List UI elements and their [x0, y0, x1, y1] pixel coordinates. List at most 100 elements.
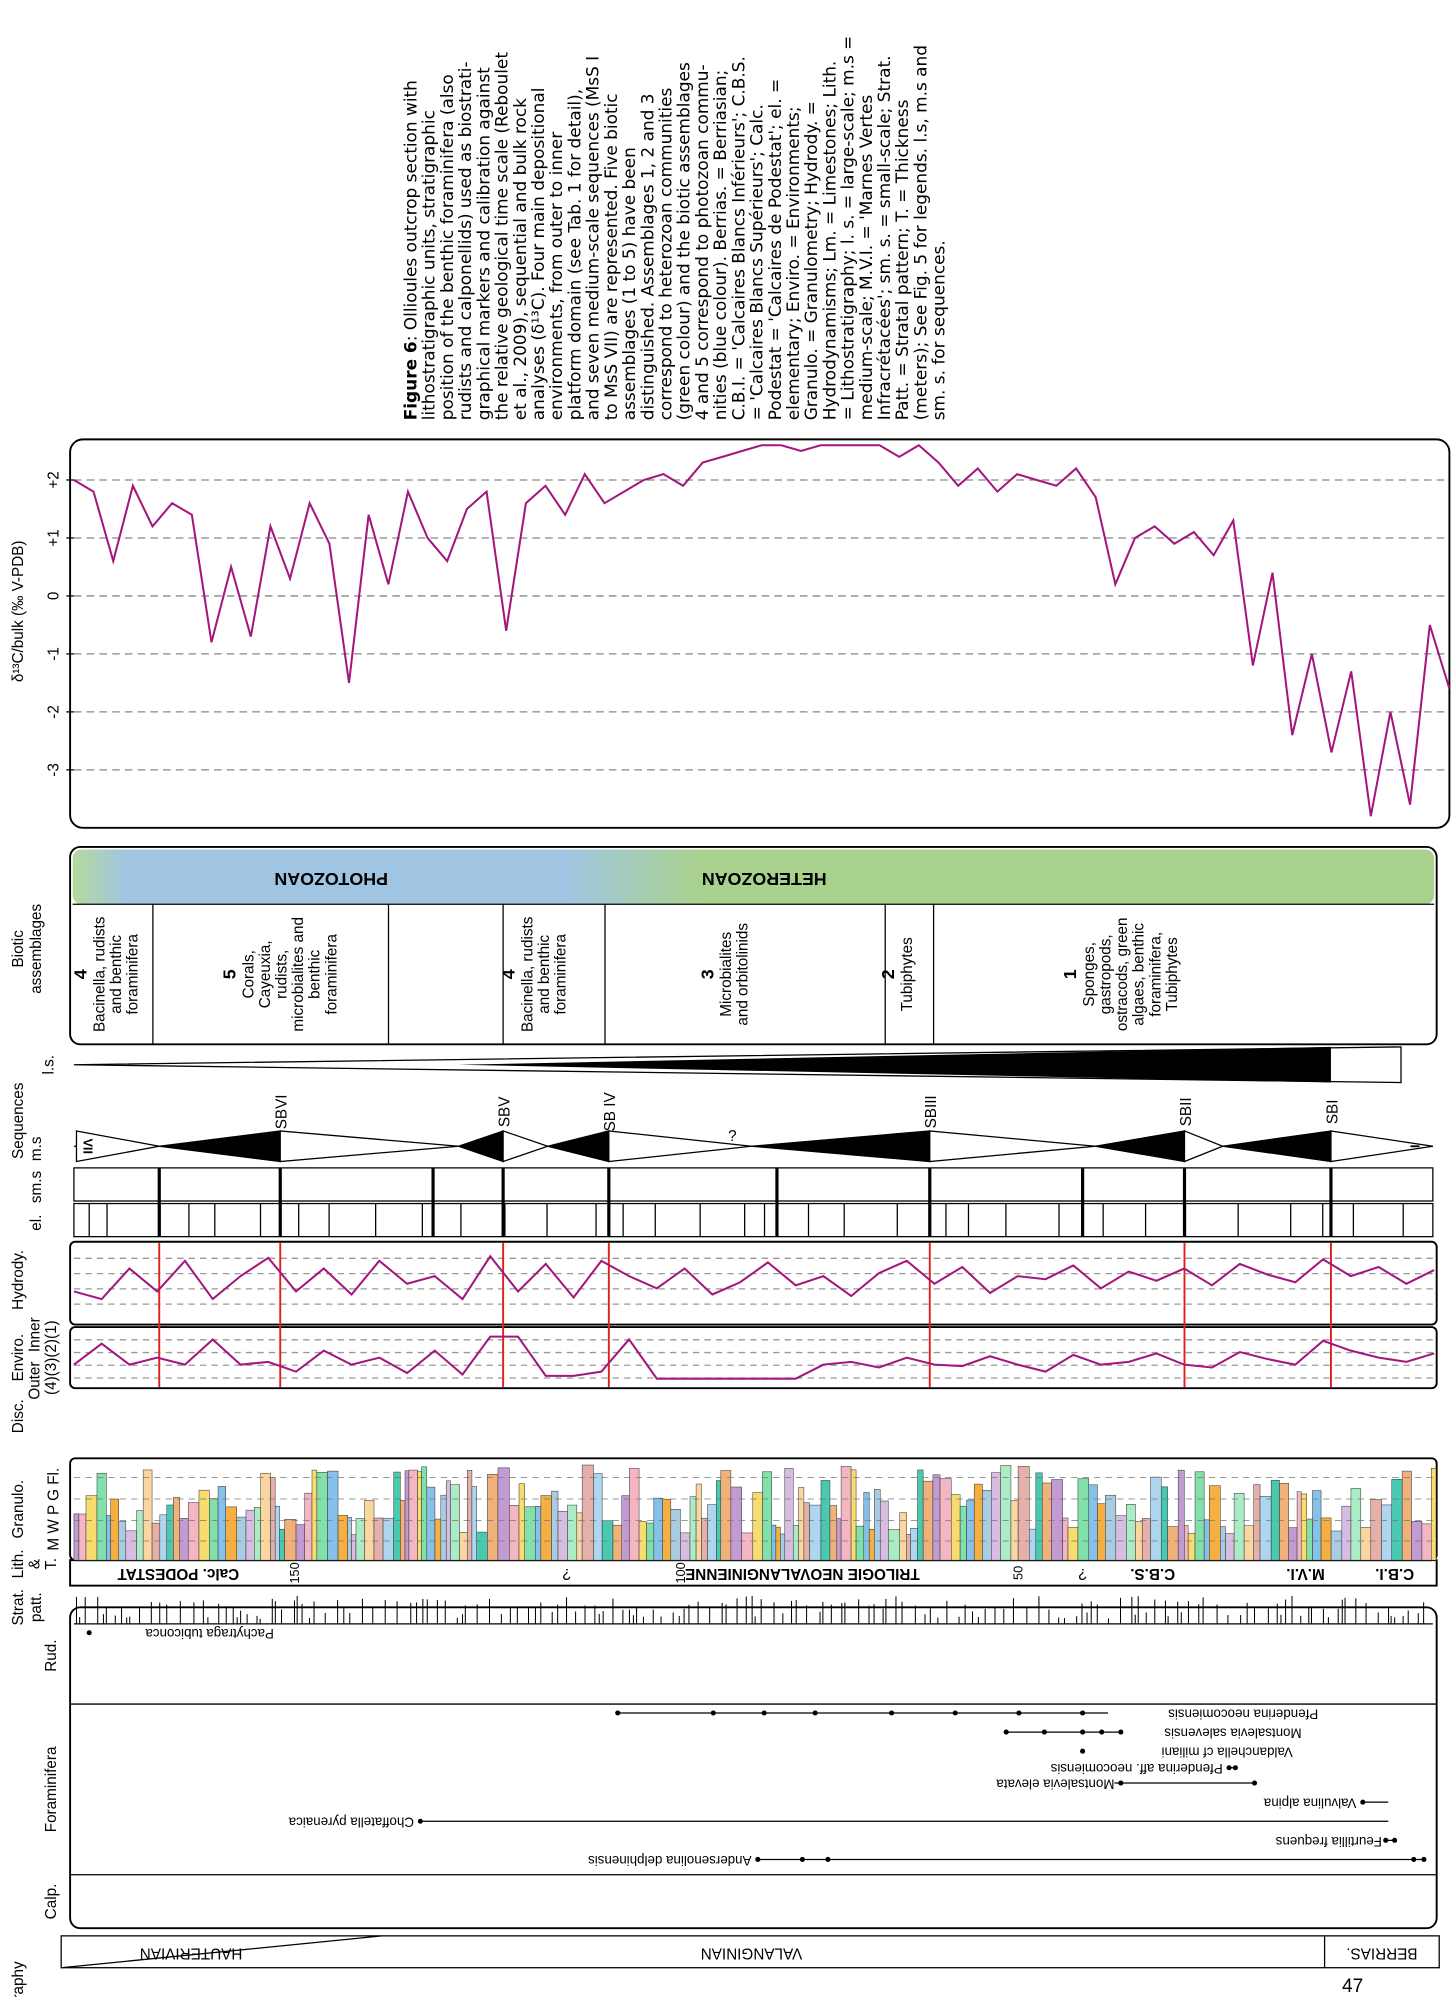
granulo-bar: [295, 1524, 305, 1561]
sms-row: [73, 1167, 1434, 1202]
thickness-label: 50: [1010, 1566, 1025, 1580]
granulo-bar: [260, 1472, 271, 1561]
stage-bar: [60, 1935, 1440, 1969]
data-line: [73, 1254, 1435, 1301]
caption-line: medium-scale; M.V.I. = 'Marnes Vertes: [856, 95, 876, 421]
thickness-label: 100: [673, 1562, 688, 1583]
granulo-bar: [991, 1472, 1001, 1561]
assemblage-text: and benthic: [108, 934, 125, 1013]
species-name: Andersenolina delphinensis: [588, 1853, 752, 1868]
assemblage-text: foraminifera: [323, 933, 340, 1014]
caption-line: nities (blue colour). Berrias. = Berrias…: [710, 70, 730, 421]
granulo-bar: [879, 1500, 889, 1561]
lith-unit: C.B.I.: [1375, 1565, 1414, 1582]
granulo-bar: [1105, 1494, 1117, 1561]
granulo-bar: [695, 1483, 702, 1561]
hydro-panel: [69, 1240, 1438, 1326]
caption-line: = Lithostratigraphy; l. s. = large-scale…: [838, 36, 858, 421]
occurrence: [755, 1856, 761, 1862]
biotic-band: [72, 849, 1435, 905]
occurrence: [86, 1630, 92, 1636]
data-line: [73, 443, 1451, 817]
caption-text: : Ollioules outcrop section with: [401, 80, 421, 341]
species-name: Montsalevia salevensis: [1164, 1726, 1302, 1741]
granulo-bar: [741, 1532, 754, 1561]
granulo-bar: [567, 1504, 578, 1561]
band-label: HETEROZOAN: [702, 869, 827, 889]
granulo-bar: [400, 1500, 406, 1561]
lith-unit: Calc. PODESTAT: [117, 1565, 239, 1582]
granulo-bar: [601, 1520, 614, 1561]
granulo-bar: [670, 1509, 681, 1561]
row-label: Rud.: [43, 1640, 60, 1672]
caption-line: graphical markers and calibration agains…: [473, 67, 493, 420]
granulo-bar: [136, 1510, 144, 1561]
granulo-bar: [364, 1500, 375, 1561]
granulo-bar: [471, 1486, 477, 1561]
granulo-bar: [1381, 1504, 1392, 1561]
granulo-bar: [780, 1533, 786, 1561]
y-tick-label: 0: [46, 592, 63, 601]
granulo-bar: [118, 1520, 127, 1561]
granulo-bar: [225, 1506, 237, 1561]
granulo-bar: [1225, 1533, 1235, 1561]
row-label: Enviro.: [10, 1334, 27, 1382]
granulo-bar: [540, 1495, 552, 1561]
granulo-bar: [899, 1512, 907, 1561]
granulo-bar: [1160, 1486, 1168, 1561]
row-label: Strat.: [10, 1589, 27, 1625]
caption-line: et al., 2009), sequential and bulk rock: [510, 98, 530, 420]
granulo-bar: [1430, 1467, 1437, 1561]
granulo-bar: [701, 1517, 708, 1561]
sequence-unit: VI: [480, 1140, 495, 1152]
row-label: Inner: [27, 1317, 44, 1352]
y-tick-label: -2: [46, 705, 63, 719]
granulo-bar: [408, 1469, 418, 1561]
caption-line: Infracrétacées'; sm. s. = small-scale; S…: [874, 56, 894, 421]
granulo-bar: [1187, 1532, 1196, 1561]
occurrence: [615, 1710, 621, 1716]
row-label: Hydrody.: [10, 1250, 27, 1310]
granulo-bar: [497, 1467, 510, 1561]
granulo-bar: [274, 1505, 280, 1561]
granulo-bar: [173, 1497, 180, 1561]
sequence-unit: I: [1407, 1144, 1422, 1148]
granulo-bar: [775, 1526, 781, 1561]
granulo-bar: [798, 1487, 805, 1561]
granulo-bar: [1259, 1496, 1272, 1561]
granulo-bar: [646, 1522, 655, 1561]
lith-uncertain: ?: [1078, 1565, 1087, 1582]
assemblage-text: algaes, benthic: [1131, 923, 1148, 1026]
granulo-bar: [487, 1474, 499, 1561]
assemblage-number: 1: [1060, 969, 1080, 979]
assemblage-text: ostracods, green: [1114, 917, 1131, 1031]
granulo-bar: [629, 1468, 640, 1561]
granulo-bar: [762, 1471, 773, 1561]
granulo-bar: [85, 1495, 98, 1561]
granulo-bar: [110, 1498, 120, 1561]
caption-line: to MsS VII) are represented. Five biotic: [601, 93, 621, 420]
granulo-bar: [373, 1517, 384, 1561]
ms-triangle: [1183, 1130, 1225, 1163]
assemblage-text: rudists,: [274, 950, 291, 999]
band-label: PHOTOZOAN: [274, 869, 388, 889]
caption-line: environments, from outer to inner: [546, 132, 566, 420]
sequence-boundary: SBVI: [274, 1094, 291, 1129]
y-tick-label: +2: [46, 471, 63, 488]
granulo-bar: [1253, 1484, 1261, 1561]
assemblage-number: 3: [697, 969, 717, 979]
assemblage-text: Cayeuxia,: [257, 940, 274, 1008]
granulo-bar: [476, 1531, 488, 1561]
row-label: assemblages: [28, 903, 45, 993]
sequence-boundary: SBI: [1324, 1100, 1341, 1125]
caption-line: sm. s. for sequences.: [929, 240, 949, 420]
occurrence: [1041, 1729, 1047, 1735]
granulo-bar: [1077, 1478, 1090, 1561]
assemblage-number: 4: [499, 969, 519, 979]
granulo-bar: [1088, 1484, 1098, 1561]
granulo-bar: [417, 1471, 422, 1561]
row-label: Outer: [27, 1361, 44, 1399]
granulo-bar: [270, 1477, 276, 1561]
assemblage-number: 5: [220, 969, 240, 979]
granulo-bar: [910, 1528, 918, 1561]
